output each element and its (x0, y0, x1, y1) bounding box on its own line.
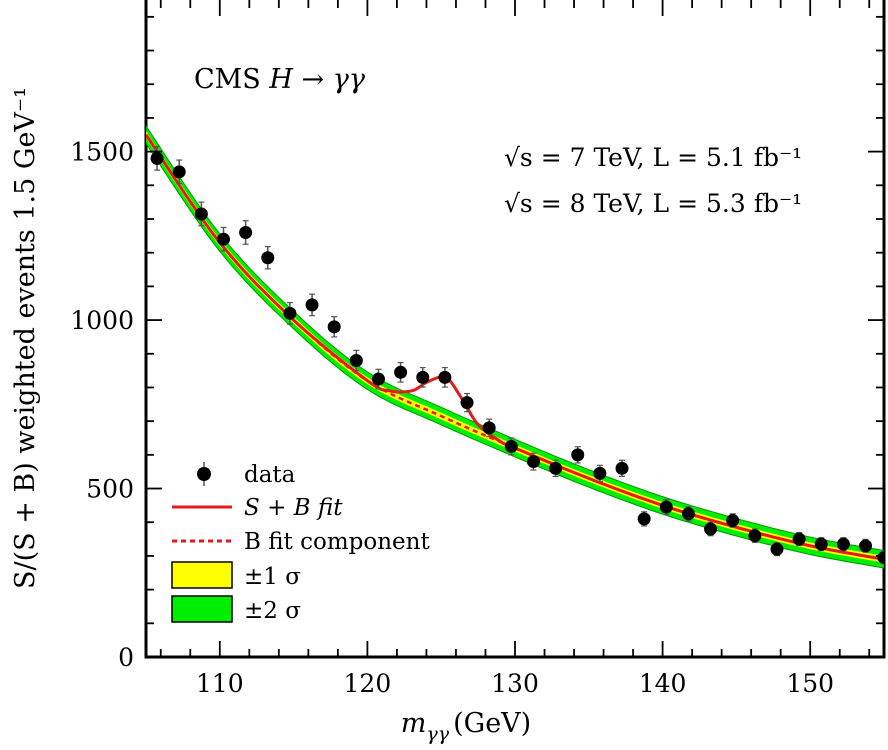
experiment-label: CMS H → γγ (194, 64, 366, 95)
data-point (150, 145, 164, 171)
data-point (681, 506, 695, 522)
data-points (150, 145, 884, 565)
data-point (615, 459, 629, 478)
data-point (327, 316, 341, 338)
data-point (482, 418, 496, 438)
legend-sb-label: S + B fit (244, 495, 343, 521)
data-point (239, 220, 253, 245)
data-point (637, 511, 651, 527)
energy-8tev-label: √s = 8 TeV, L = 5.3 fb⁻¹ (504, 189, 802, 218)
data-point (770, 542, 784, 557)
legend-data-marker (197, 462, 211, 486)
energy-7tev-label: √s = 7 TeV, L = 5.1 fb⁻¹ (504, 143, 802, 172)
data-point (526, 452, 540, 471)
legend-b-label: B fit component (244, 529, 430, 555)
data-point (549, 459, 563, 478)
x-tick-label: 150 (786, 669, 834, 698)
data-point (593, 464, 607, 483)
x-axis-title: mγγ (GeV) (401, 708, 531, 745)
data-point (216, 226, 230, 252)
y-axis-ticks: 0 500 1000 1500 (70, 15, 884, 672)
data-point (349, 349, 363, 372)
data-point (371, 368, 385, 390)
data-point (792, 532, 806, 547)
legend-sigma2-label: ±2 σ (244, 598, 301, 624)
data-point (394, 361, 408, 383)
y-tick-label: 1000 (70, 306, 134, 335)
data-point (172, 159, 186, 185)
x-tick-label: 140 (639, 669, 687, 698)
x-tick-label: 130 (491, 669, 539, 698)
data-point (814, 537, 828, 552)
s-plus-b-fit-line (146, 133, 884, 561)
data-point (305, 293, 319, 317)
data-point (416, 366, 430, 388)
x-axis-ticks: 110 120 130 140 150 (159, 0, 871, 698)
legend-data-label: data (244, 462, 296, 488)
legend-sigma1-label: ±1 σ (244, 564, 301, 590)
y-tick-label: 0 (118, 643, 134, 672)
data-point (283, 301, 297, 325)
data-point (460, 392, 474, 413)
data-point (836, 537, 850, 552)
legend-sigma1-swatch (171, 561, 233, 589)
data-point (877, 550, 884, 565)
x-tick-label: 120 (344, 669, 392, 698)
plot-frame (144, 0, 886, 659)
data-point (194, 201, 208, 227)
sigma2-band (146, 125, 884, 569)
y-tick-label: 1500 (70, 138, 134, 167)
data-point (726, 513, 740, 528)
legend-sigma2-swatch (171, 595, 233, 623)
data-point (748, 528, 762, 544)
data-point (571, 446, 585, 464)
data-point (859, 538, 873, 553)
data-point (438, 366, 452, 388)
y-tick-label: 500 (86, 475, 134, 504)
data-point (659, 499, 673, 516)
data-point (704, 521, 718, 537)
data-point (504, 437, 518, 456)
legend: data S + B fit B fit component ±1 σ ±2 σ (171, 462, 430, 624)
data-point (261, 246, 275, 270)
x-tick-label: 110 (196, 669, 244, 698)
y-axis-title: S/(S + B) weighted events 1.5 GeV⁻¹ (10, 87, 41, 589)
